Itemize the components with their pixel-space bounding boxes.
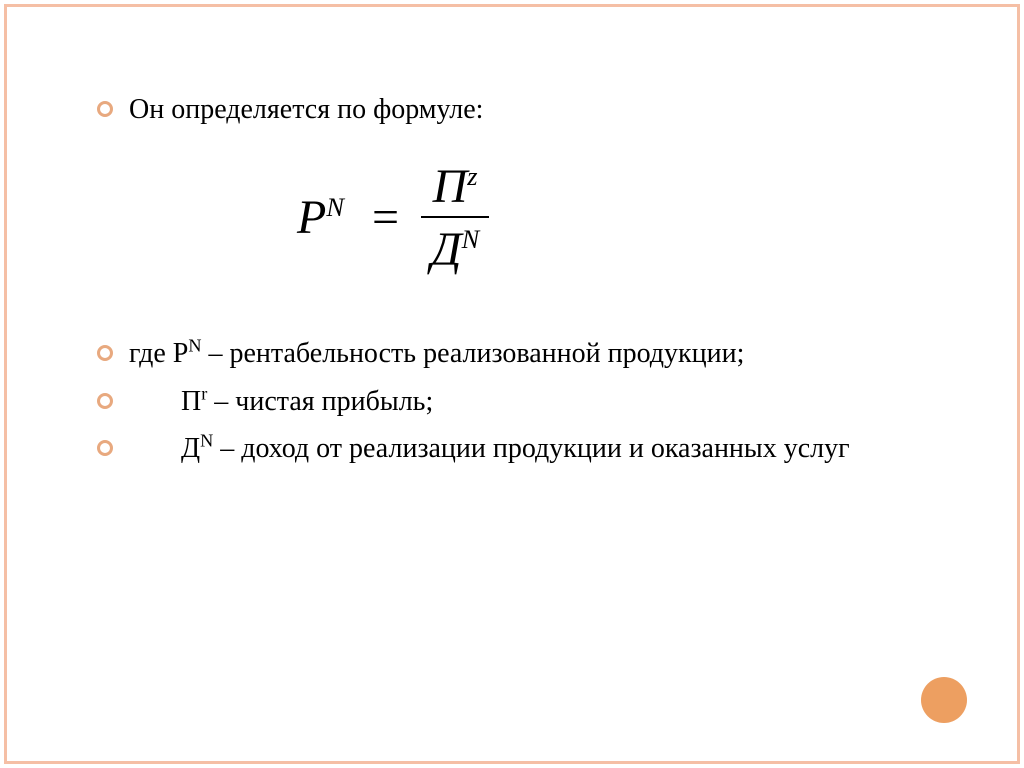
- den-base: Д: [431, 223, 462, 276]
- slide-frame: Он определяется по формуле: РN = Пz ДN: [0, 0, 1024, 768]
- fraction: Пz ДN: [421, 159, 489, 277]
- legend-symbol-base: П: [181, 386, 201, 417]
- slide-content: Он определяется по формуле: РN = Пz ДN: [7, 7, 1017, 518]
- den-sup: N: [462, 224, 480, 254]
- legend-symbol-base: Д: [181, 433, 200, 464]
- legend-symbol-sup: N: [188, 335, 201, 355]
- formula-lhs: РN: [297, 190, 344, 245]
- hollow-bullet-icon: [97, 101, 113, 117]
- legend-prefix: где: [129, 338, 173, 369]
- legend-line: Пr – чистая прибыль;: [97, 383, 977, 421]
- denominator: ДN: [421, 218, 489, 277]
- legend-text: Пr – чистая прибыль;: [181, 383, 433, 421]
- lhs-base: Р: [297, 191, 326, 244]
- hollow-bullet-icon: [97, 345, 113, 361]
- legend-symbol-base: Р: [173, 338, 189, 369]
- equals-sign: =: [372, 190, 399, 245]
- intro-line: Он определяется по формуле:: [97, 91, 977, 129]
- formula: РN = Пz ДN: [97, 159, 977, 277]
- legend-line: где РN – рентабельность реализованной пр…: [97, 335, 977, 373]
- num-sup: z: [467, 161, 477, 191]
- numerator: Пz: [421, 159, 489, 218]
- legend-desc: – рентабельность реализованной продукции…: [201, 338, 744, 369]
- num-base: П: [433, 160, 468, 213]
- intro-text: Он определяется по формуле:: [129, 91, 483, 129]
- slide-border: Он определяется по формуле: РN = Пz ДN: [4, 4, 1020, 764]
- hollow-bullet-icon: [97, 393, 113, 409]
- legend-text: где РN – рентабельность реализованной пр…: [129, 335, 744, 373]
- legend-desc: – чистая прибыль;: [207, 386, 433, 417]
- corner-dot-icon: [921, 677, 967, 723]
- legend-line: ДN – доход от реализации продукции и ока…: [97, 430, 977, 468]
- hollow-bullet-icon: [97, 440, 113, 456]
- lhs-sup: N: [326, 192, 344, 222]
- legend-text: ДN – доход от реализации продукции и ока…: [181, 430, 850, 468]
- legend-symbol-sup: N: [200, 431, 213, 451]
- legend-list: где РN – рентабельность реализованной пр…: [97, 335, 977, 468]
- legend-desc: – доход от реализации продукции и оказан…: [213, 433, 849, 464]
